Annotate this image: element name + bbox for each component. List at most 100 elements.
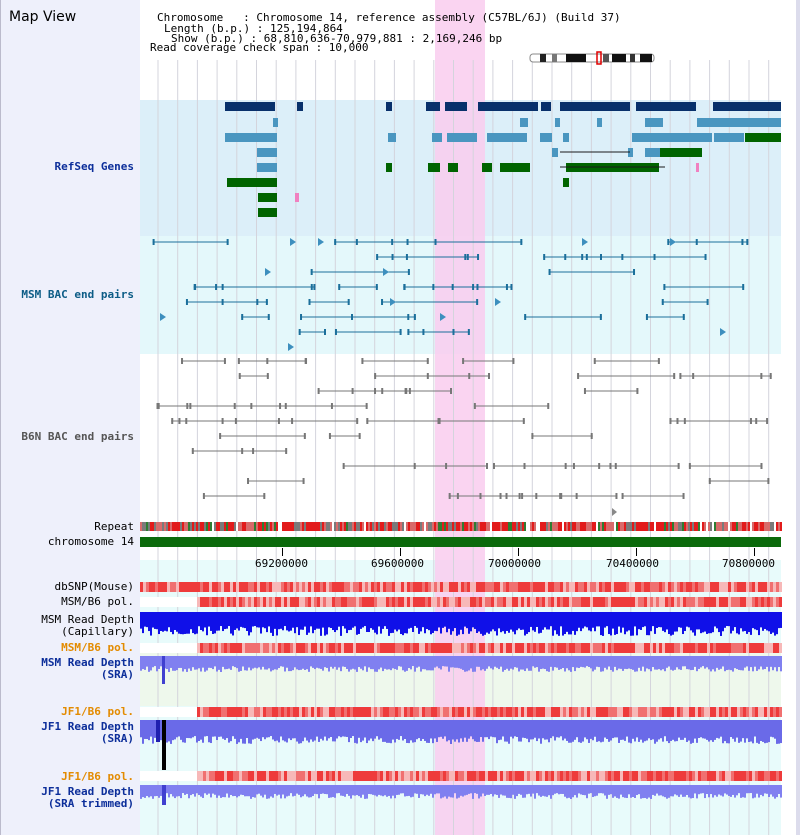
polymorphism-cell [557,582,560,592]
refseq-gene [563,178,569,187]
polymorphism-cell [698,582,701,592]
read-depth-bar [180,656,182,668]
read-depth-bar [622,612,624,628]
polymorphism-cell [488,597,491,607]
read-depth-bar [498,612,500,629]
read-depth-bar [734,612,736,628]
polymorphism-cell [269,707,272,717]
polymorphism-cell [584,597,587,607]
read-depth-bar [210,656,212,668]
polymorphism-cell [302,582,305,592]
msm-bac-end [520,239,523,245]
track-label-msm-depth-sra[interactable]: MSM Read Depth [41,656,134,669]
polymorphism-cell [542,707,545,717]
read-depth-bar [506,785,508,798]
read-depth-bar [716,656,718,668]
polymorphism-cell [323,643,326,653]
polymorphism-cell [779,771,782,781]
track-label-msm-b6-pol-sra[interactable]: MSM/B6 pol. [61,641,134,654]
polymorphism-cell [227,582,230,592]
track-label-jf1-b6-pol[interactable]: JF1/B6 pol. [61,705,134,718]
read-depth-bar [622,785,624,798]
track-label-msm-bac[interactable]: MSM BAC end pairs [21,288,134,301]
read-depth-bar [430,656,432,671]
track-label-dbsnp[interactable]: dbSNP(Mouse) [54,580,134,593]
read-depth-bar [184,656,186,670]
polymorphism-cell [293,597,296,607]
b6n-bac-end [473,403,476,409]
polymorphism-cell [446,582,449,592]
track-label-msm-b6-pol[interactable]: MSM/B6 pol. [61,595,134,608]
read-depth-bar [650,720,652,741]
read-depth-bar [186,720,188,739]
read-depth-bar [690,612,692,631]
read-depth-bar [742,785,744,798]
polymorphism-cell [575,582,578,592]
track-label-jf1-depth-sra[interactable]: JF1 Read Depth [41,720,134,733]
polymorphism-cell [146,643,149,653]
read-depth-bar [456,656,458,668]
polymorphism-cell [647,771,650,781]
repeat-block [662,522,664,531]
length-info: Length (b.p.) : 125,194,864 [164,22,343,35]
polymorphism-cell [425,582,428,592]
read-depth-bar [502,612,504,632]
read-depth-bar [278,720,280,743]
polymorphism-cell [608,582,611,592]
read-depth-bar [304,656,306,671]
read-depth-bar [708,785,710,798]
read-depth-bar [646,785,648,799]
polymorphism-cell [404,597,407,607]
read-depth-bar [140,612,142,629]
polymorphism-cell [776,771,779,781]
read-depth-bar [570,720,572,743]
read-depth-bar [736,656,738,670]
polymorphism-cell [377,643,380,653]
read-depth-bar [282,656,284,667]
polymorphism-cell [215,771,218,781]
repeat-block [204,522,206,531]
polymorphism-cell [650,771,653,781]
msm-bac-end [564,254,567,260]
read-depth-bar [226,785,228,794]
track-label-msm-depth-capillary[interactable]: MSM Read Depth [41,613,134,626]
read-depth-bar [552,785,554,796]
read-depth-bar [558,656,560,670]
read-depth-bar [586,785,588,799]
read-depth-bar [634,720,636,742]
repeat-block [298,522,300,531]
read-depth-bar [272,720,274,740]
polymorphism-cell [443,707,446,717]
track-label-jf1-depth-trimmed[interactable]: JF1 Read Depth [41,785,134,798]
repeat-block [400,522,402,531]
polymorphism-cell [383,771,386,781]
track-label-jf1-b6-pol-trimmed[interactable]: JF1/B6 pol. [61,770,134,783]
read-depth-bar [736,612,738,634]
repeat-block [176,522,178,531]
track-label-refseq[interactable]: RefSeq Genes [54,160,134,173]
read-depth-bar [224,656,226,670]
polymorphism-cell [470,771,473,781]
read-depth-bar [156,612,158,630]
polymorphism-cell [287,597,290,607]
read-depth-bar [208,612,210,627]
polymorphism-cell [182,643,185,653]
polymorphism-cell [182,582,185,592]
polymorphism-cell [326,582,329,592]
track-label-b6n-bac[interactable]: B6N BAC end pairs [21,430,134,443]
read-depth-bar [540,612,542,633]
repeat-block [150,522,152,531]
polymorphism-cell [461,771,464,781]
repeat-block [486,522,488,531]
repeat-block [316,522,318,531]
read-depth-bar [480,656,482,671]
polymorphism-cell [404,707,407,717]
read-depth-bar [150,656,152,671]
read-depth-bar [174,785,176,799]
read-depth-bar [392,656,394,669]
polymorphism-cell [770,707,773,717]
polymorphism-cell [488,582,491,592]
repeat-block [236,522,238,531]
polymorphism-cell [197,597,200,607]
